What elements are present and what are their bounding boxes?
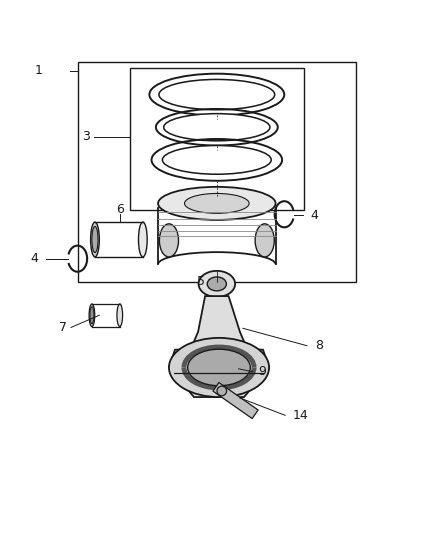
Ellipse shape bbox=[89, 304, 95, 327]
Polygon shape bbox=[213, 383, 258, 418]
Ellipse shape bbox=[217, 386, 226, 395]
Ellipse shape bbox=[92, 227, 98, 253]
Text: 3: 3 bbox=[82, 130, 90, 143]
Bar bbox=[78, 62, 356, 282]
Ellipse shape bbox=[207, 277, 226, 291]
Ellipse shape bbox=[138, 222, 147, 257]
Ellipse shape bbox=[162, 146, 271, 174]
Text: 4: 4 bbox=[31, 252, 39, 265]
Ellipse shape bbox=[159, 79, 275, 110]
Text: 7: 7 bbox=[59, 321, 67, 334]
Ellipse shape bbox=[159, 224, 179, 257]
Ellipse shape bbox=[187, 349, 251, 386]
Ellipse shape bbox=[169, 338, 269, 397]
Ellipse shape bbox=[90, 307, 94, 324]
Ellipse shape bbox=[158, 187, 276, 220]
Bar bbox=[130, 68, 304, 210]
Text: 9: 9 bbox=[258, 365, 266, 378]
Ellipse shape bbox=[255, 224, 274, 257]
Ellipse shape bbox=[117, 304, 123, 327]
Ellipse shape bbox=[198, 271, 235, 297]
Text: 8: 8 bbox=[315, 339, 323, 352]
Text: 14: 14 bbox=[293, 409, 309, 422]
Text: 6: 6 bbox=[116, 203, 124, 215]
Ellipse shape bbox=[91, 222, 99, 257]
Text: 5: 5 bbox=[197, 275, 205, 288]
Text: 1: 1 bbox=[35, 64, 42, 77]
Ellipse shape bbox=[164, 114, 270, 141]
Text: 4: 4 bbox=[311, 208, 318, 222]
Ellipse shape bbox=[184, 193, 249, 213]
Polygon shape bbox=[169, 296, 269, 397]
